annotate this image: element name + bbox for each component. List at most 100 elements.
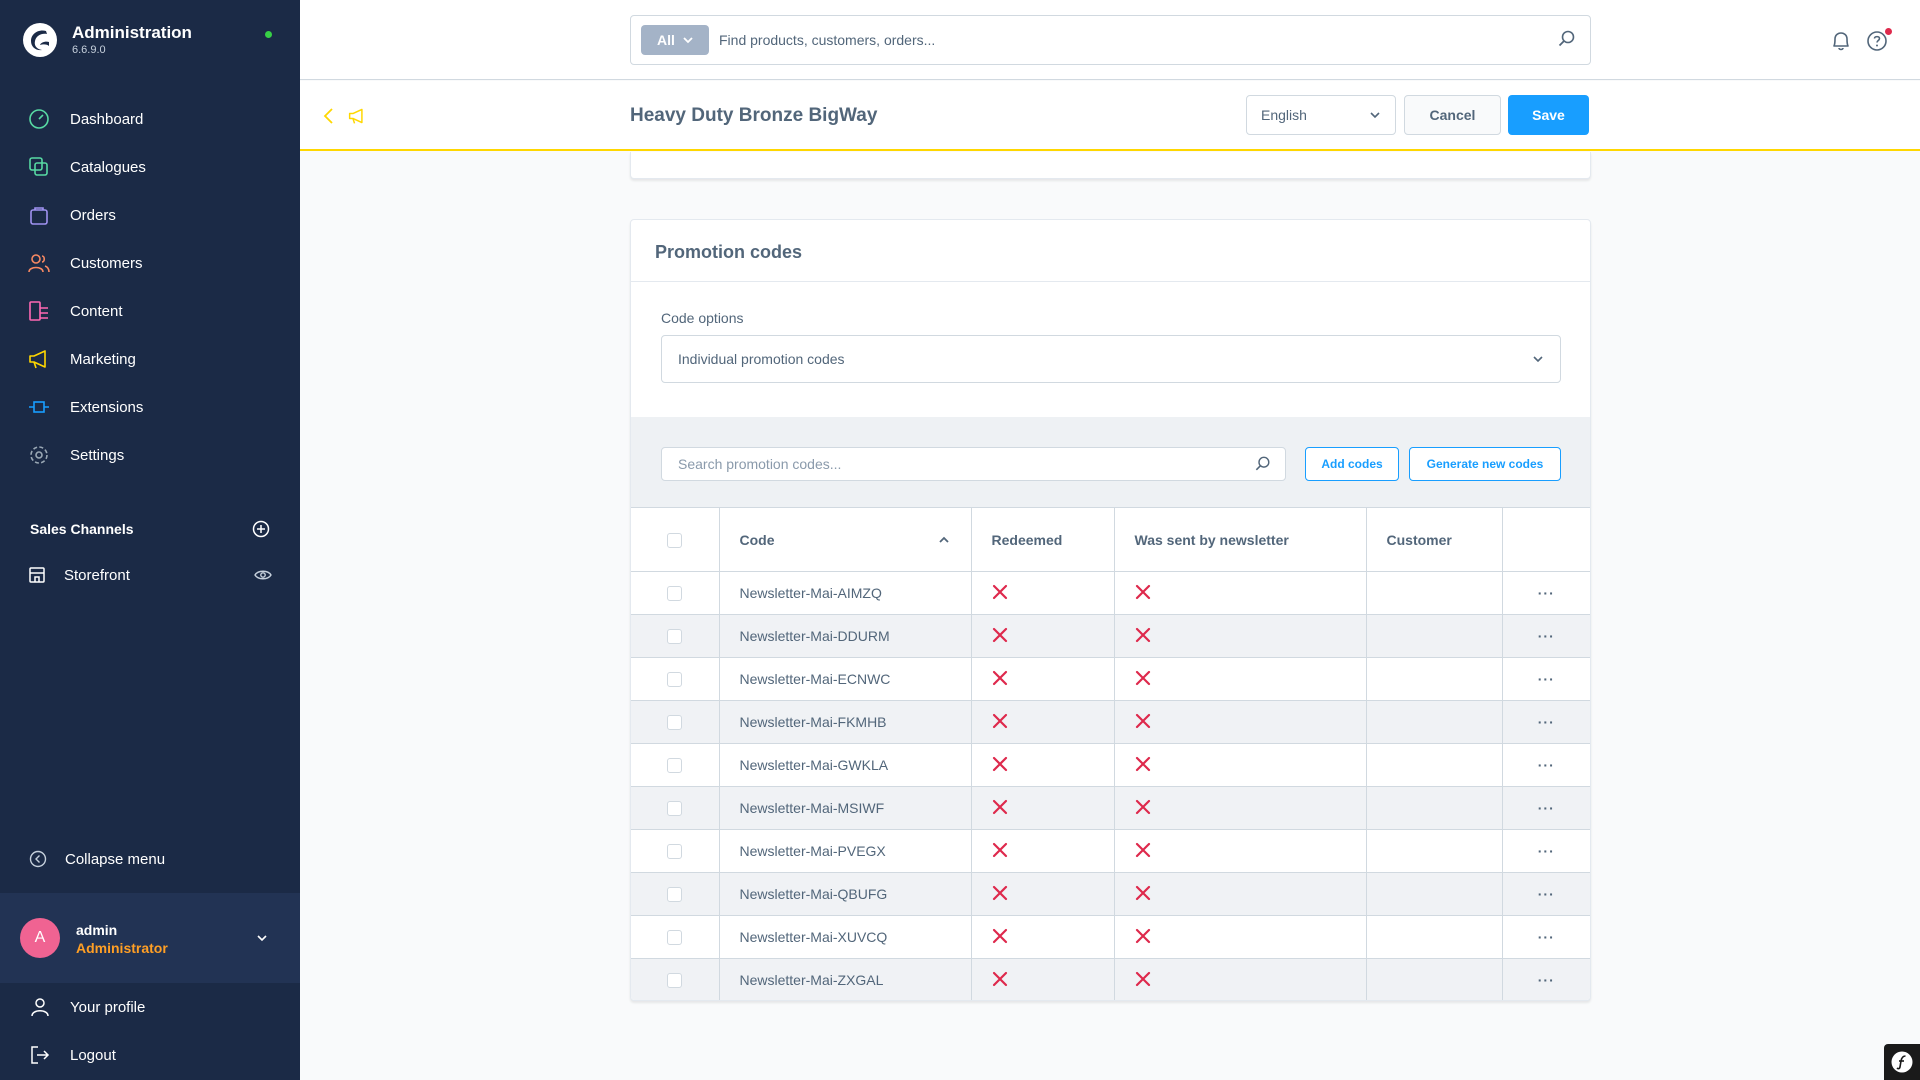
promotion-codes-table: Code Redeemed Was sent by newsletter Cus… [631,507,1590,1000]
cross-icon [1135,842,1151,861]
code-options-select[interactable]: Individual promotion codes [661,335,1561,383]
eye-icon[interactable] [254,566,272,584]
cross-icon [1135,713,1151,732]
shopware-logo-icon [23,23,57,57]
table-row[interactable]: Newsletter-Mai-QBUFG ··· [631,872,1590,916]
redeemed-cell [971,743,1115,787]
code-cell: Newsletter-Mai-FKMHB [719,700,972,744]
page-title: Heavy Duty Bronze BigWay [630,105,878,126]
row-checkbox[interactable] [667,672,683,688]
table-row[interactable]: Newsletter-Mai-ECNWC ··· [631,657,1590,701]
more-actions-icon[interactable]: ··· [1537,929,1555,945]
column-header-code[interactable]: Code [719,507,972,572]
column-label: Customer [1386,531,1452,548]
table-row[interactable]: Newsletter-Mai-AIMZQ ··· [631,571,1590,615]
more-actions-icon[interactable]: ··· [1537,757,1555,773]
row-actions-cell: ··· [1502,700,1590,744]
more-actions-icon[interactable]: ··· [1537,714,1555,730]
add-circle-icon[interactable] [252,520,270,538]
search-icon[interactable] [1558,30,1576,48]
row-checkbox[interactable] [667,973,683,989]
table-row[interactable]: Newsletter-Mai-FKMHB ··· [631,700,1590,744]
row-checkbox[interactable] [667,930,683,946]
symfony-toolbar-toggle[interactable] [1884,1044,1920,1080]
help-icon[interactable] [1866,30,1888,52]
table-row[interactable]: Newsletter-Mai-XUVCQ ··· [631,915,1590,959]
your-profile-label: Your profile [70,998,146,1016]
customer-cell [1366,700,1503,744]
promotion-code-search[interactable] [661,447,1286,481]
row-checkbox[interactable] [667,715,683,731]
row-checkbox[interactable] [667,801,683,817]
more-actions-icon[interactable]: ··· [1537,585,1555,601]
customer-cell [1366,614,1503,658]
global-search-input[interactable] [719,26,1519,54]
chevron-down-icon[interactable] [255,931,269,945]
sales-channels-title: Sales Channels [30,521,134,537]
row-actions-cell: ··· [1502,915,1590,959]
nav-label: Customers [70,254,143,272]
code-cell: Newsletter-Mai-GWKLA [719,743,972,787]
logout-link[interactable]: Logout [0,1031,300,1079]
cancel-button[interactable]: Cancel [1404,95,1501,135]
cross-icon [992,713,1008,732]
column-header-redeemed[interactable]: Redeemed [971,507,1115,572]
more-actions-icon[interactable]: ··· [1537,843,1555,859]
more-actions-icon[interactable]: ··· [1537,886,1555,902]
cross-icon [992,756,1008,775]
column-header-actions [1502,507,1590,572]
nav-item-extensions[interactable]: Extensions [0,383,300,431]
user-menu[interactable]: A admin Administrator [0,893,300,983]
table-row[interactable]: Newsletter-Mai-PVEGX ··· [631,829,1590,873]
your-profile-link[interactable]: Your profile [0,983,300,1031]
code-cell: Newsletter-Mai-MSIWF [719,786,972,830]
sales-channel-storefront[interactable]: Storefront [28,562,272,588]
search-type-select[interactable]: All [641,25,709,55]
nav-item-orders[interactable]: Orders [0,191,300,239]
table-row[interactable]: Newsletter-Mai-GWKLA ··· [631,743,1590,787]
nav-item-settings[interactable]: Settings [0,431,300,479]
more-actions-icon[interactable]: ··· [1537,671,1555,687]
more-actions-icon[interactable]: ··· [1537,972,1555,988]
column-header-customer[interactable]: Customer [1366,507,1503,572]
back-arrow-icon[interactable] [322,107,336,125]
add-codes-button[interactable]: Add codes [1305,447,1399,481]
bell-icon[interactable] [1830,30,1852,52]
save-button[interactable]: Save [1508,95,1589,135]
row-checkbox[interactable] [667,586,683,602]
collapse-menu-button[interactable]: Collapse menu [29,850,165,868]
generate-new-codes-button[interactable]: Generate new codes [1409,447,1561,481]
customer-cell [1366,571,1503,615]
table-row[interactable]: Newsletter-Mai-MSIWF ··· [631,786,1590,830]
column-header-newsletter[interactable]: Was sent by newsletter [1114,507,1367,572]
row-checkbox[interactable] [667,629,683,645]
cross-icon [992,627,1008,646]
nav-item-marketing[interactable]: Marketing [0,335,300,383]
redeemed-cell [971,657,1115,701]
sort-ascending-icon [938,536,949,543]
row-checkbox[interactable] [667,887,683,903]
redeemed-cell [971,700,1115,744]
promotion-code-search-input[interactable] [678,454,1238,474]
nav-item-content[interactable]: Content [0,287,300,335]
select-all-checkbox[interactable] [667,532,683,548]
nav-item-catalogues[interactable]: Catalogues [0,143,300,191]
collapse-arrow-icon [29,850,47,868]
main-nav: Dashboard Catalogues Orders Customers Co… [0,95,300,479]
global-search[interactable]: All [630,15,1591,65]
language-select[interactable]: English [1246,95,1396,135]
table-row[interactable]: Newsletter-Mai-ZXGAL ··· [631,958,1590,1000]
cross-icon [1135,799,1151,818]
chevron-down-icon [683,37,693,44]
newsletter-cell [1114,786,1367,830]
cross-icon [1135,670,1151,689]
table-row[interactable]: Newsletter-Mai-DDURM ··· [631,614,1590,658]
brand[interactable]: Administration 6.6.9.0 [22,22,192,58]
more-actions-icon[interactable]: ··· [1537,628,1555,644]
row-checkbox[interactable] [667,758,683,774]
catalogues-icon [29,157,48,176]
more-actions-icon[interactable]: ··· [1537,800,1555,816]
nav-item-customers[interactable]: Customers [0,239,300,287]
nav-item-dashboard[interactable]: Dashboard [0,95,300,143]
row-checkbox[interactable] [667,844,683,860]
